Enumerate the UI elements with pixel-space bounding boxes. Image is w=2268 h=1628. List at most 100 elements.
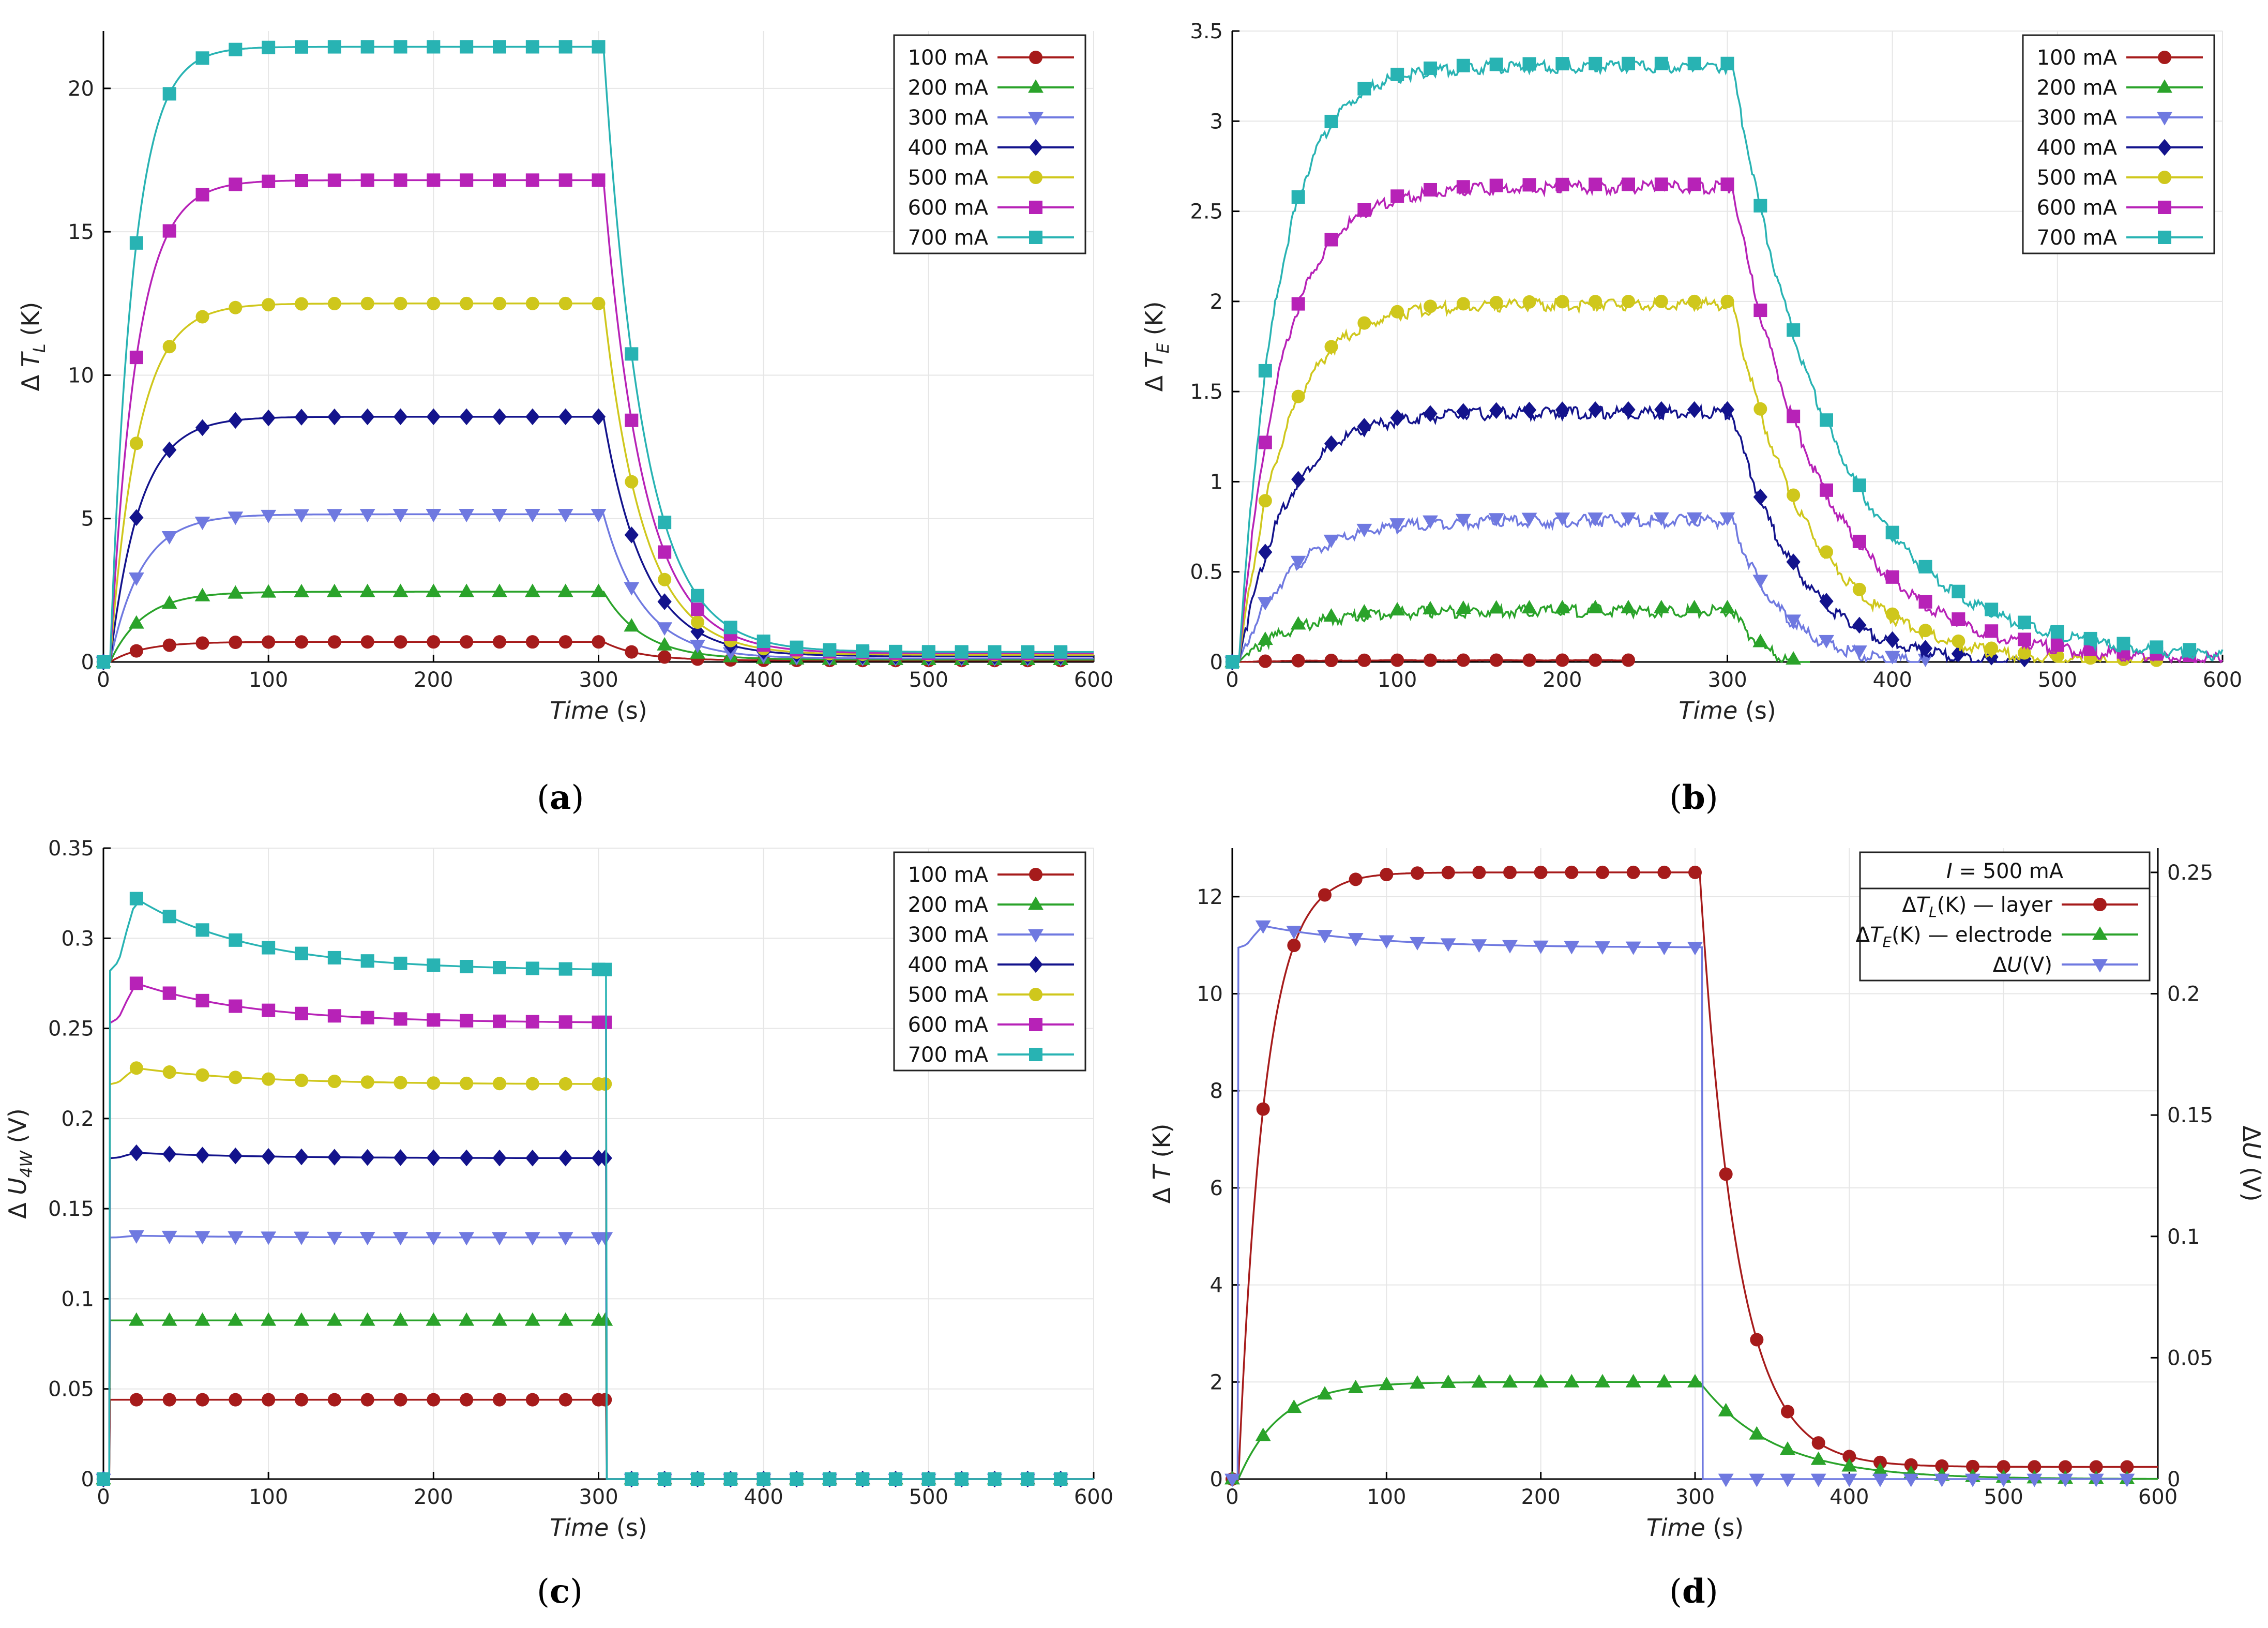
data-point: [261, 509, 277, 523]
y-tick-label: 0: [1210, 1468, 1223, 1491]
data-point: [1224, 1473, 1240, 1487]
data-point: [658, 1472, 672, 1486]
legend-label: 500 mA: [2037, 166, 2118, 190]
data-point: [2050, 638, 2064, 652]
data-point: [1819, 635, 1834, 649]
data-point: [195, 419, 210, 436]
series-700-ma: [1226, 56, 2224, 669]
data-point: [1471, 939, 1487, 953]
data-point: [889, 1472, 902, 1486]
data-point: [1554, 599, 1570, 613]
data-point: [1357, 316, 1371, 330]
data-point: [128, 572, 144, 586]
x-tick-label: 300: [1675, 1485, 1715, 1509]
x-tick-label: 600: [2138, 1485, 2178, 1509]
data-point: [1918, 624, 1932, 638]
data-point: [228, 585, 244, 599]
data-point: [229, 42, 243, 56]
data-point: [426, 1312, 442, 1326]
data-point: [1291, 297, 1305, 311]
data-point: [1522, 57, 1536, 71]
data-point: [459, 583, 475, 597]
data-point: [326, 1312, 342, 1326]
series-line: [1232, 513, 1927, 664]
x-tick-label: 0: [97, 1485, 110, 1509]
data-point: [1752, 575, 1768, 589]
data-point: [1752, 634, 1768, 647]
data-point: [525, 1015, 539, 1029]
data-point: [195, 923, 209, 937]
data-point: [1621, 599, 1636, 613]
data-point: [598, 1015, 612, 1029]
legend-label: 700 mA: [908, 226, 989, 250]
legend-marker: [2157, 112, 2172, 126]
y-tick-label: 3: [1210, 110, 1223, 133]
data-point: [1258, 494, 1272, 508]
data-point: [262, 40, 276, 54]
x-tick-label: 200: [1521, 1485, 1560, 1509]
series--t-l-k-layer: [1226, 865, 2158, 1486]
data-point: [161, 1230, 177, 1244]
plot-area: [1224, 865, 2158, 1487]
data-point: [1291, 654, 1305, 668]
data-point: [1256, 1102, 1270, 1116]
x-tick-label: 300: [579, 668, 618, 692]
data-point: [1021, 645, 1035, 659]
data-point: [1290, 555, 1306, 569]
data-point: [1258, 654, 1272, 668]
x-tick-label: 0: [97, 668, 110, 692]
data-point: [2183, 643, 2197, 657]
data-point: [1787, 410, 1801, 424]
data-point: [1054, 645, 1068, 659]
legend-marker: [2158, 201, 2171, 214]
data-point: [591, 509, 607, 523]
data-point: [592, 173, 606, 187]
data-point: [856, 1472, 870, 1486]
data-point: [1810, 1473, 1826, 1487]
data-point: [129, 1393, 143, 1407]
data-point: [1625, 941, 1641, 955]
data-point: [1653, 599, 1669, 613]
data-point: [598, 962, 612, 976]
data-point: [557, 1232, 573, 1246]
data-point: [1780, 1473, 1795, 1487]
data-point: [1621, 512, 1636, 526]
data-point: [1985, 641, 1999, 655]
legend-marker: [2158, 171, 2171, 184]
data-point: [459, 1232, 475, 1246]
data-point: [1440, 938, 1456, 952]
data-point: [426, 1149, 441, 1166]
data-point: [1985, 624, 1999, 638]
data-point: [1323, 608, 1339, 622]
y-tick-label: 2: [1210, 290, 1223, 314]
data-point: [427, 1076, 441, 1090]
y2-tick-label: 0.05: [2167, 1346, 2213, 1370]
data-point: [493, 40, 506, 54]
data-point: [228, 1231, 244, 1245]
data-point: [889, 644, 902, 658]
legend-marker: [1029, 231, 1042, 244]
x-axis-label: Time (s): [1679, 697, 1776, 725]
data-point: [658, 516, 672, 530]
data-point: [460, 40, 474, 54]
legend-box: [893, 34, 1086, 254]
data-point: [2018, 646, 2031, 660]
data-point: [459, 1312, 475, 1326]
y2-tick-label: 0: [2167, 1468, 2180, 1491]
data-point: [1718, 1473, 1734, 1487]
y-axis-label: Δ T (K): [1148, 1124, 1176, 1204]
legend-marker: [1029, 51, 1042, 64]
data-point: [195, 1068, 209, 1082]
data-point: [427, 173, 441, 187]
data-point: [1842, 1450, 1856, 1464]
data-point: [1317, 1386, 1333, 1400]
y-tick-label: 3.5: [1190, 20, 1223, 43]
data-point: [2027, 1473, 2043, 1487]
data-point: [195, 636, 209, 650]
x-tick-label: 100: [249, 668, 288, 692]
chart-panel-b: 0 100 200 300 400 500 600 0 0.5 1 1.5 2 2.5 3 3.5 Time …: [1140, 20, 2242, 725]
data-point: [129, 436, 143, 450]
data-point: [1841, 1473, 1857, 1487]
plot-area: [96, 892, 1094, 1488]
